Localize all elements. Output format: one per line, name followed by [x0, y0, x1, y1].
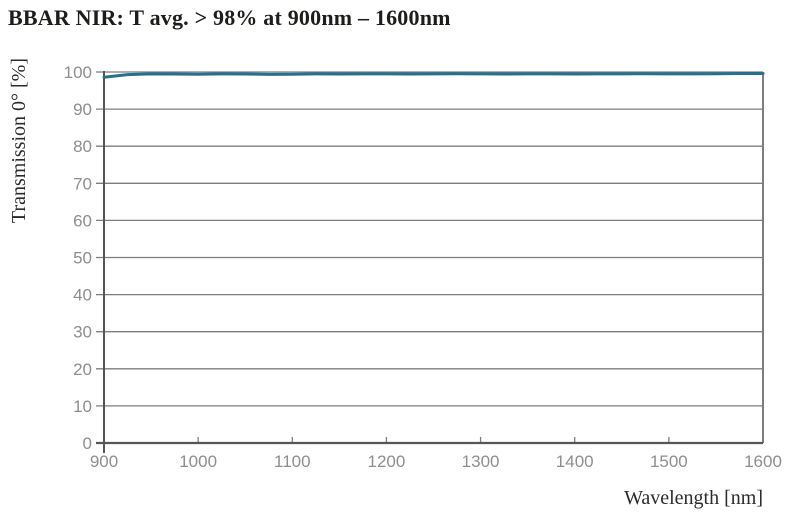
x-axis-label: Wavelength [nm] [624, 487, 763, 509]
x-tick-label: 1200 [368, 452, 406, 471]
y-tick-label: 80 [73, 137, 92, 156]
y-tick-label: 0 [83, 434, 92, 453]
y-tick-label: 50 [73, 249, 92, 268]
x-tick-label: 1300 [462, 452, 500, 471]
y-tick-label: 70 [73, 174, 92, 193]
x-tick-label: 1500 [650, 452, 688, 471]
y-tick-label: 40 [73, 286, 92, 305]
x-tick-label: 900 [90, 452, 118, 471]
y-tick-label: 30 [73, 323, 92, 342]
chart-title: BBAR NIR: T avg. > 98% at 900nm – 1600nm [8, 5, 451, 30]
y-tick-label: 20 [73, 360, 92, 379]
y-tick-label: 10 [73, 397, 92, 416]
x-tick-label: 1600 [744, 452, 782, 471]
y-tick-label: 60 [73, 211, 92, 230]
x-tick-label: 1400 [556, 452, 594, 471]
transmission-line [102, 72, 765, 79]
y-tick-label: 90 [73, 100, 92, 119]
x-tick-label: 1000 [179, 452, 217, 471]
x-tick-label: 1100 [274, 452, 311, 471]
y-tick-label: 100 [64, 63, 92, 82]
